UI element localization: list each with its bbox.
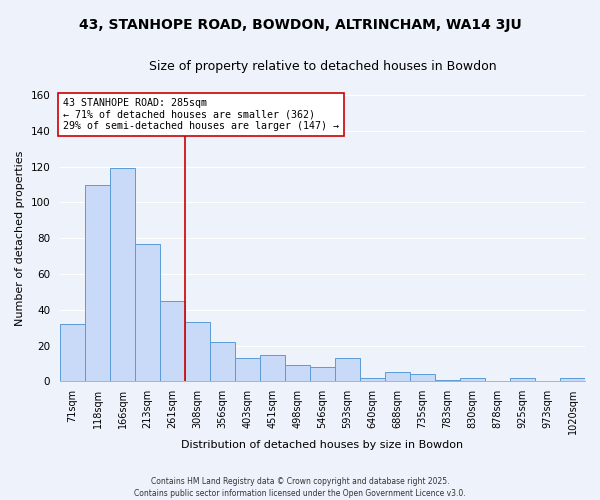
Bar: [510, 378, 535, 382]
Y-axis label: Number of detached properties: Number of detached properties: [15, 150, 25, 326]
Text: 43, STANHOPE ROAD, BOWDON, ALTRINCHAM, WA14 3JU: 43, STANHOPE ROAD, BOWDON, ALTRINCHAM, W…: [79, 18, 521, 32]
Bar: [110, 168, 135, 382]
Text: 43 STANHOPE ROAD: 285sqm
← 71% of detached houses are smaller (362)
29% of semi-: 43 STANHOPE ROAD: 285sqm ← 71% of detach…: [62, 98, 338, 131]
Bar: [135, 244, 160, 382]
Bar: [210, 342, 235, 382]
Bar: [560, 378, 585, 382]
Bar: [410, 374, 435, 382]
Bar: [335, 358, 360, 382]
Bar: [460, 378, 485, 382]
Title: Size of property relative to detached houses in Bowdon: Size of property relative to detached ho…: [149, 60, 496, 73]
Bar: [85, 184, 110, 382]
Bar: [260, 354, 285, 382]
X-axis label: Distribution of detached houses by size in Bowdon: Distribution of detached houses by size …: [181, 440, 464, 450]
Bar: [185, 322, 210, 382]
Bar: [60, 324, 85, 382]
Bar: [160, 301, 185, 382]
Bar: [235, 358, 260, 382]
Bar: [310, 367, 335, 382]
Bar: [360, 378, 385, 382]
Bar: [435, 380, 460, 382]
Bar: [385, 372, 410, 382]
Text: Contains HM Land Registry data © Crown copyright and database right 2025.
Contai: Contains HM Land Registry data © Crown c…: [134, 476, 466, 498]
Bar: [285, 366, 310, 382]
